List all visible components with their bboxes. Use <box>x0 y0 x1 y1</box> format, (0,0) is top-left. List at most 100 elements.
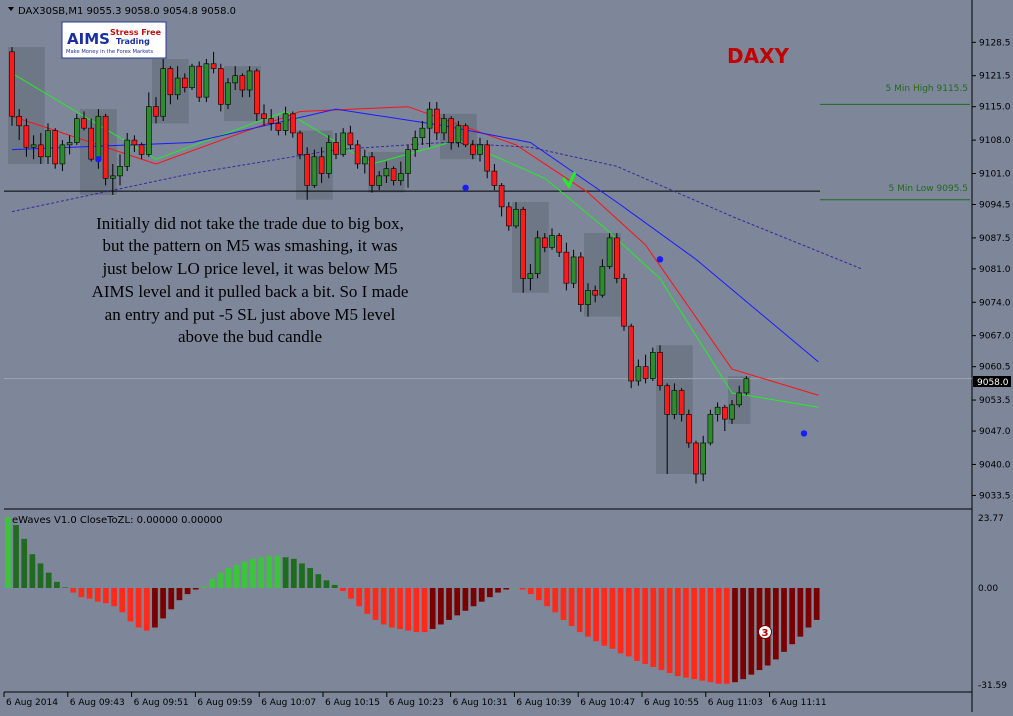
candle[interactable] <box>405 144 411 188</box>
candle[interactable] <box>131 135 138 153</box>
candle[interactable] <box>498 183 505 217</box>
candle[interactable] <box>110 163 116 195</box>
candle[interactable] <box>563 242 570 291</box>
candle[interactable] <box>66 135 73 155</box>
candle[interactable] <box>433 101 440 141</box>
candle[interactable] <box>685 409 692 448</box>
candle[interactable] <box>268 109 275 131</box>
candle[interactable] <box>102 113 109 186</box>
candle[interactable] <box>37 132 44 164</box>
candle[interactable] <box>397 161 404 186</box>
candle[interactable] <box>462 123 469 148</box>
candle[interactable] <box>469 140 476 160</box>
candle[interactable] <box>743 376 750 396</box>
candle[interactable] <box>30 135 37 160</box>
candle[interactable] <box>347 125 354 150</box>
candle[interactable] <box>117 154 123 186</box>
candle[interactable] <box>232 66 238 91</box>
candle[interactable] <box>606 233 613 269</box>
candle[interactable] <box>642 354 649 384</box>
candle[interactable] <box>426 101 433 148</box>
candle[interactable] <box>16 109 23 141</box>
candle[interactable] <box>721 404 728 432</box>
candle[interactable] <box>81 111 87 131</box>
candle[interactable] <box>678 388 685 422</box>
candle[interactable] <box>325 135 332 179</box>
candle[interactable] <box>218 63 224 112</box>
candle[interactable] <box>707 409 714 446</box>
candle[interactable] <box>88 118 94 162</box>
candles-layer[interactable] <box>9 47 750 484</box>
candle[interactable] <box>354 140 361 169</box>
candle[interactable] <box>124 132 130 172</box>
candle[interactable] <box>700 435 707 482</box>
candle[interactable] <box>513 202 519 229</box>
candle[interactable] <box>45 123 51 164</box>
candle[interactable] <box>635 359 642 386</box>
candle[interactable] <box>455 121 462 148</box>
candle[interactable] <box>505 202 512 231</box>
candle[interactable] <box>412 130 419 157</box>
candle[interactable] <box>599 259 606 298</box>
candle[interactable] <box>225 78 231 110</box>
candle[interactable] <box>671 383 678 420</box>
candle[interactable] <box>714 402 721 422</box>
candle[interactable] <box>304 147 311 200</box>
candle[interactable] <box>333 132 339 160</box>
candle[interactable] <box>621 273 627 331</box>
candle[interactable] <box>189 63 195 91</box>
candle[interactable] <box>491 163 498 191</box>
candle[interactable] <box>23 118 30 157</box>
candle[interactable] <box>585 283 591 317</box>
candle[interactable] <box>196 61 202 102</box>
candle[interactable] <box>167 66 174 105</box>
candle[interactable] <box>693 440 699 484</box>
candle[interactable] <box>311 149 318 188</box>
candle[interactable] <box>246 66 253 98</box>
candle[interactable] <box>239 73 246 98</box>
candle[interactable] <box>261 104 267 126</box>
candle[interactable] <box>59 140 66 172</box>
candle[interactable] <box>556 233 563 257</box>
candle[interactable] <box>74 113 80 145</box>
time-axis[interactable]: 6 Aug 2014 6 Aug 09:43 6 Aug 09:51 6 Aug 09… <box>3 692 827 708</box>
candle[interactable] <box>613 233 620 284</box>
candle[interactable] <box>520 206 527 293</box>
price-axis[interactable]: 9128.5 9121.5 9115.0 9108.0 9101.0 9094.5 9087… <box>972 38 1011 691</box>
candle[interactable] <box>441 113 447 141</box>
candle[interactable] <box>146 92 152 157</box>
candle[interactable] <box>419 121 426 145</box>
candle[interactable] <box>174 66 181 100</box>
candle[interactable] <box>534 230 541 279</box>
candle[interactable] <box>275 116 282 136</box>
candle[interactable] <box>577 252 584 312</box>
candle[interactable] <box>484 140 491 179</box>
candle[interactable] <box>297 130 303 160</box>
candle[interactable] <box>729 400 735 424</box>
candle[interactable] <box>477 137 483 162</box>
candle[interactable] <box>160 59 166 122</box>
candle[interactable] <box>254 68 260 122</box>
candle[interactable] <box>182 73 188 93</box>
candle[interactable] <box>153 97 159 124</box>
candle[interactable] <box>9 47 15 126</box>
candle[interactable] <box>664 383 671 474</box>
candle[interactable] <box>383 161 390 184</box>
candle[interactable] <box>549 228 555 250</box>
candle[interactable] <box>376 171 383 191</box>
candle[interactable] <box>361 149 368 174</box>
candle[interactable] <box>628 323 635 389</box>
candle[interactable] <box>340 128 347 157</box>
candle[interactable] <box>592 285 599 303</box>
candle[interactable] <box>736 385 743 408</box>
candle[interactable] <box>138 142 145 160</box>
candle[interactable] <box>448 116 455 150</box>
candle[interactable] <box>289 111 296 138</box>
candle[interactable] <box>369 152 375 193</box>
candle[interactable] <box>390 166 397 186</box>
candle[interactable] <box>657 345 663 391</box>
candle[interactable] <box>570 249 577 288</box>
candle[interactable] <box>210 51 217 74</box>
